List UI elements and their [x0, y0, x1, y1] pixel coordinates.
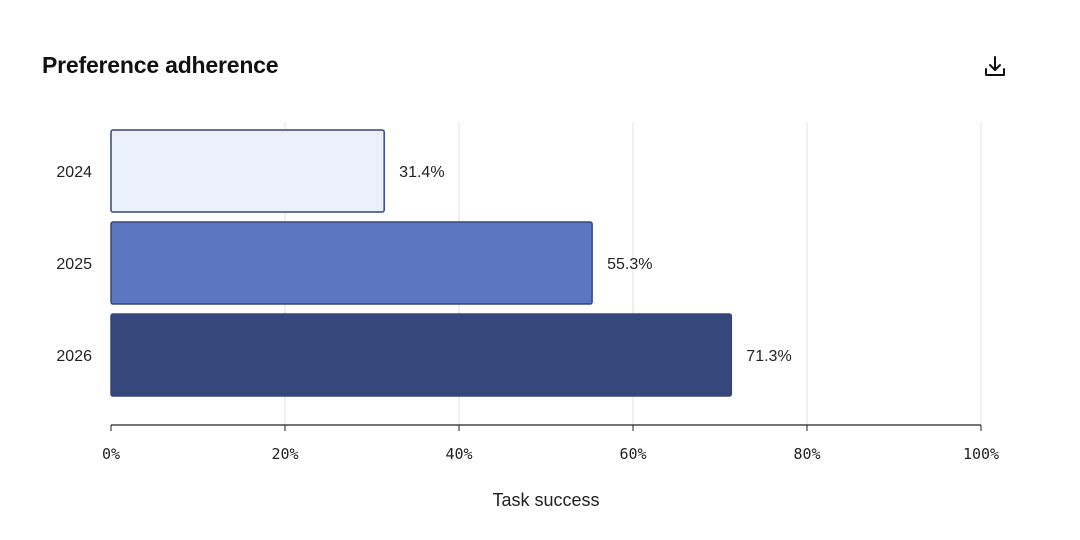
bar-2025	[110, 221, 593, 305]
value-label: 71.3%	[746, 348, 791, 365]
x-tick-label: 100%	[963, 445, 999, 463]
x-axis: 0% 20% 40% 60% 80% 100%	[102, 424, 999, 463]
category-label: 2026	[56, 348, 92, 365]
labels-group: 2024 31.4% 2025 55.3% 2026 71.3%	[56, 164, 791, 365]
value-label: 55.3%	[607, 256, 652, 273]
x-tick-label: 80%	[793, 445, 820, 463]
x-axis-title: Task success	[492, 490, 599, 510]
category-label: 2024	[56, 164, 92, 181]
chart-title: Preference adherence	[42, 52, 279, 78]
bars-group	[110, 129, 733, 397]
bar-2026	[110, 313, 733, 397]
bar-2024	[110, 129, 385, 213]
download-button[interactable]	[980, 52, 1010, 82]
category-label: 2025	[56, 256, 92, 273]
x-tick-label: 60%	[619, 445, 646, 463]
value-label: 31.4%	[399, 164, 444, 181]
x-tick-label: 40%	[445, 445, 472, 463]
x-tick-label: 20%	[271, 445, 298, 463]
download-icon	[985, 56, 1005, 76]
x-tick-label: 0%	[102, 445, 120, 463]
